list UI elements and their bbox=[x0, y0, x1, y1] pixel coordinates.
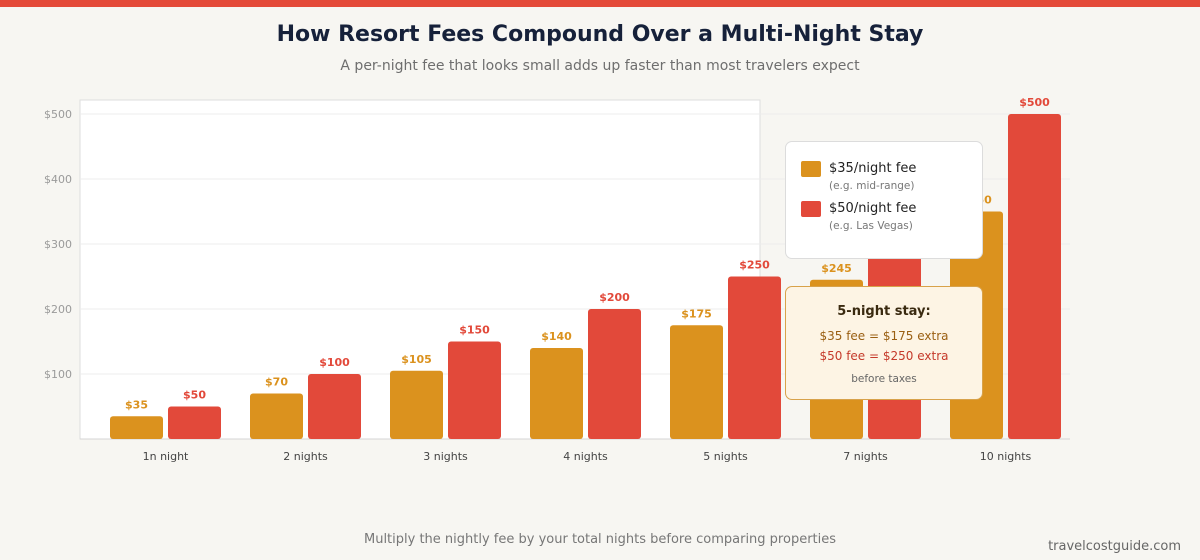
data-label: $175 bbox=[681, 307, 712, 320]
bar bbox=[250, 393, 303, 439]
legend-swatch-50 bbox=[801, 201, 821, 217]
callout-line-35: $35 fee = $175 extra bbox=[819, 329, 949, 343]
y-tick-label: $300 bbox=[44, 238, 72, 251]
x-tick-label: 4 nights bbox=[563, 450, 608, 463]
x-tick-label: 2 nights bbox=[283, 450, 328, 463]
bar bbox=[168, 406, 221, 439]
x-tick-label: 1n night bbox=[143, 450, 189, 463]
y-tick-label: $500 bbox=[44, 108, 72, 121]
data-label: $200 bbox=[599, 291, 630, 304]
callout-title: 5-night stay: bbox=[837, 304, 931, 319]
bar bbox=[1008, 114, 1061, 439]
bar bbox=[448, 341, 501, 439]
bar bbox=[670, 325, 723, 439]
data-label: $50 bbox=[183, 389, 206, 402]
x-tick-label: 7 nights bbox=[843, 450, 888, 463]
callout-note: before taxes bbox=[851, 373, 917, 385]
callout-line-50: $50 fee = $250 extra bbox=[819, 349, 949, 363]
bar bbox=[728, 276, 781, 439]
bar bbox=[530, 348, 583, 439]
legend-swatch-35 bbox=[801, 161, 821, 177]
x-tick-label: 5 nights bbox=[703, 450, 748, 463]
legend-label-35: $35/night fee bbox=[829, 161, 917, 176]
data-label: $70 bbox=[265, 376, 288, 389]
x-tick-label: 3 nights bbox=[423, 450, 468, 463]
chart-subtitle: A per-night fee that looks small adds up… bbox=[340, 58, 860, 74]
chart-legend: $35/night fee (e.g. mid-range) $50/night… bbox=[785, 141, 983, 259]
y-tick-label: $400 bbox=[44, 173, 72, 186]
data-label: $250 bbox=[739, 259, 770, 272]
data-label: $245 bbox=[821, 262, 852, 275]
data-label: $35 bbox=[125, 398, 148, 411]
data-label: $500 bbox=[1019, 96, 1050, 109]
y-tick-label: $200 bbox=[44, 303, 72, 316]
y-tick-label: $100 bbox=[44, 368, 72, 381]
bar bbox=[390, 370, 443, 439]
bar-chart: $100 $200 $300 $400 $500 $35 $50 1n night $70 $10… bbox=[44, 96, 1070, 463]
top-accent-bar bbox=[0, 0, 1200, 7]
five-night-callout: 5-night stay: $35 fee = $175 extra $50 f… bbox=[785, 286, 983, 400]
chart-title: How Resort Fees Compound Over a Multi-Ni… bbox=[276, 22, 924, 47]
brand-link[interactable]: travelcostguide.com bbox=[1048, 539, 1181, 554]
legend-note-50: (e.g. Las Vegas) bbox=[829, 220, 913, 232]
bar bbox=[110, 416, 163, 439]
bar bbox=[308, 374, 361, 439]
bar bbox=[588, 309, 641, 439]
data-label: $140 bbox=[541, 330, 572, 343]
data-label: $100 bbox=[319, 356, 350, 369]
data-label: $105 bbox=[401, 353, 432, 366]
legend-label-50: $50/night fee bbox=[829, 201, 917, 216]
data-label: $150 bbox=[459, 324, 490, 337]
legend-note-35: (e.g. mid-range) bbox=[829, 180, 915, 192]
x-tick-label: 10 nights bbox=[980, 450, 1032, 463]
footer-note: Multiply the nightly fee by your total n… bbox=[363, 532, 837, 547]
